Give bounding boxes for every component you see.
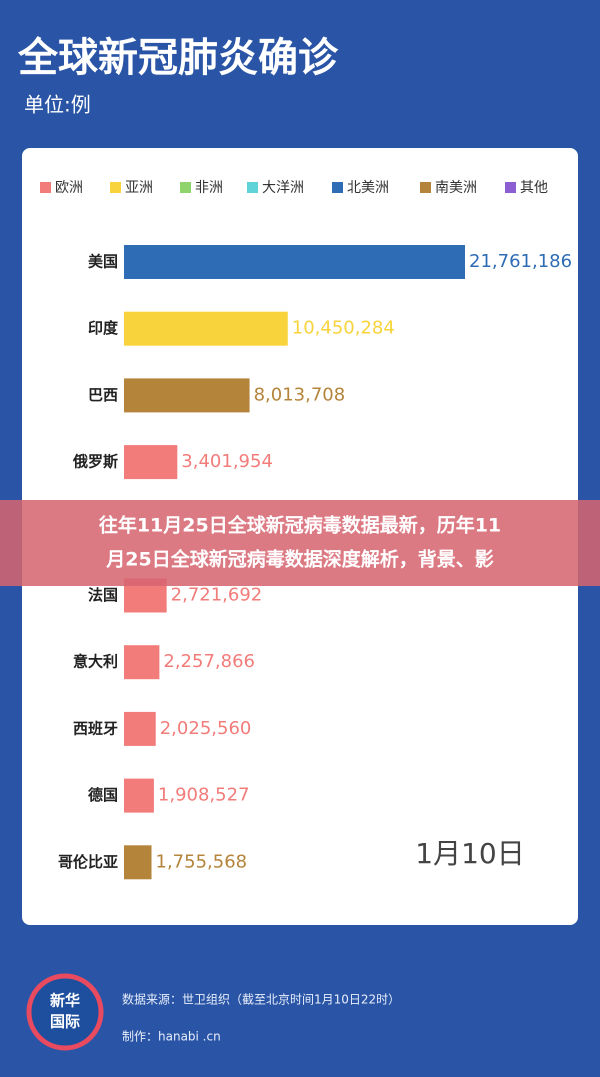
legend-label: 非洲: [195, 180, 223, 196]
subtitle: 单位:例: [24, 93, 91, 117]
category-label: 俄罗斯: [72, 453, 118, 471]
legend-swatch: [505, 182, 516, 193]
logo-text: 国际: [50, 1013, 80, 1031]
bar: [124, 645, 160, 680]
category-label: 美国: [88, 253, 118, 271]
value-label: 8,013,708: [254, 384, 346, 405]
category-label: 印度: [88, 319, 119, 337]
legend-swatch: [180, 182, 191, 193]
legend-swatch: [247, 182, 258, 193]
logo-text: 新华: [50, 992, 80, 1010]
legend-label: 大洋洲: [262, 180, 304, 196]
title: 全球新冠肺炎确诊: [17, 35, 339, 81]
banner-line: 往年11月25日全球新冠病毒数据最新，历年11: [99, 514, 501, 537]
category-label: 哥伦比亚: [58, 853, 118, 871]
legend-swatch: [420, 182, 431, 193]
legend-label: 亚洲: [125, 180, 153, 196]
bar: [124, 311, 288, 346]
legend-label: 南美洲: [435, 180, 477, 196]
logo: [26, 973, 104, 1051]
bar: [124, 378, 250, 413]
bar: [124, 711, 156, 746]
legend-label: 北美洲: [347, 180, 389, 196]
legend-label: 欧洲: [55, 180, 83, 196]
category-label: 法国: [88, 586, 118, 604]
value-label: 1,755,568: [156, 851, 248, 872]
category-label: 意大利: [73, 653, 118, 671]
bar: [124, 845, 152, 880]
value-label: 21,761,186: [469, 251, 572, 272]
value-label: 2,257,866: [163, 651, 255, 672]
value-label: 1,908,527: [158, 785, 250, 806]
category-label: 巴西: [88, 386, 118, 404]
legend-label: 其他: [520, 180, 548, 196]
value-label: 10,450,284: [292, 318, 395, 339]
category-label: 西班牙: [73, 719, 118, 737]
banner-line: 月25日全球新冠病毒数据深度解析，背景、影: [105, 548, 493, 571]
category-label: 德国: [88, 786, 118, 804]
source: 数据来源：世卫组织（截至北京时间1月10日22时）: [122, 992, 400, 1007]
value-label: 3,401,954: [181, 451, 273, 472]
value-label: 2,025,560: [160, 718, 252, 739]
bar: [124, 445, 178, 480]
legend-swatch: [40, 182, 51, 193]
date-annotation: 1月10日: [415, 837, 524, 870]
value-label: 2,721,692: [171, 585, 263, 606]
credit: 制作：hanabi .cn: [122, 1030, 221, 1044]
legend-swatch: [110, 182, 121, 193]
bar: [124, 778, 154, 813]
bar: [124, 245, 465, 279]
legend-swatch: [332, 182, 343, 193]
banner: [0, 500, 600, 586]
